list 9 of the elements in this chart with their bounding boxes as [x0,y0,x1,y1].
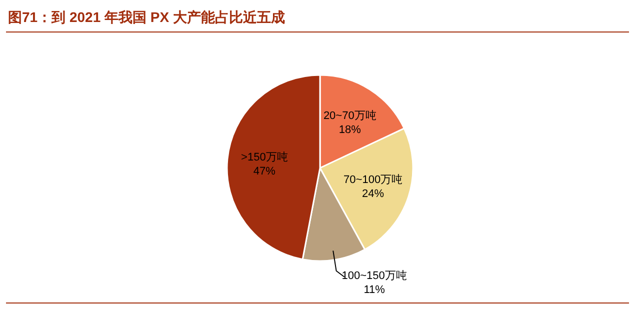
data-label: 11% [364,284,386,296]
chart-title: 图71：到 2021 年我国 PX 大产能占比近五成 [8,9,285,25]
slice-label: 20~70万吨 [323,108,376,122]
slice-label: 70~100万吨 [344,173,403,186]
data-label: 47% [253,166,276,178]
slice-label: >150万吨 [241,150,288,164]
data-label: 24% [362,188,384,200]
data-label: 18% [338,124,362,136]
slice-label: 100~150万吨 [342,268,407,282]
